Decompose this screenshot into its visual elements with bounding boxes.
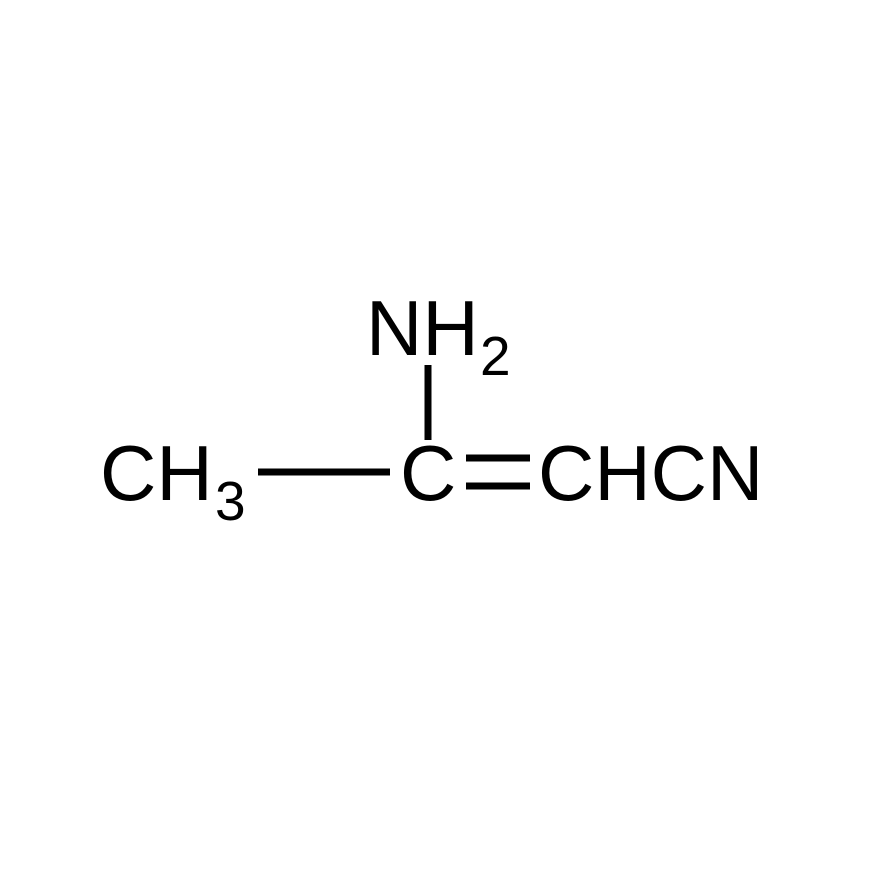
label-nh2-nh: NH bbox=[366, 284, 479, 372]
label-chcn: CHCN bbox=[538, 429, 763, 517]
label-nh2-sub2: 2 bbox=[480, 325, 511, 387]
label-ch3-sub3: 3 bbox=[215, 470, 246, 532]
label-ch3-ch: CH bbox=[100, 429, 213, 517]
chemical-structure-diagram: CH 3 NH 2 C CHCN bbox=[0, 0, 890, 890]
label-center-c: C bbox=[400, 429, 456, 517]
